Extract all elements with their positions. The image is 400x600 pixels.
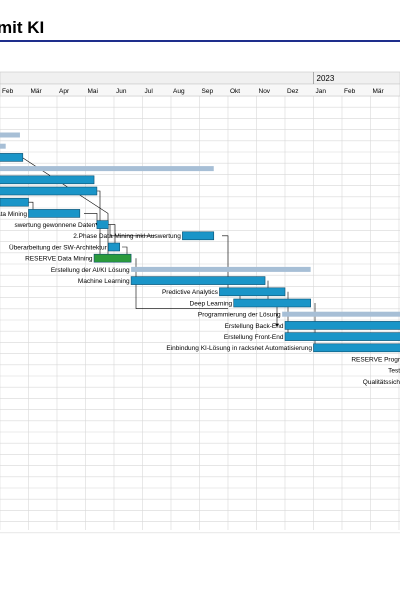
gantt-bar — [0, 143, 6, 149]
gantt-bar — [0, 153, 24, 162]
dependency-arrow — [109, 224, 155, 237]
task-label: 2.Phase Data Mining inkl Auswertung — [73, 233, 181, 240]
month-label: Feb — [2, 88, 14, 95]
task-label: Programmierung der Lösung — [198, 312, 281, 319]
month-label: Mai — [88, 88, 98, 95]
task-label: Test — [388, 368, 400, 375]
dependency-arrow — [222, 235, 230, 294]
title-divider — [0, 40, 400, 42]
month-label: Jan — [316, 88, 327, 95]
task-label: Deep Learning — [190, 300, 233, 307]
month-label: Okt — [230, 88, 240, 95]
task-label: Erstellung Back-End — [225, 323, 284, 330]
task-bar — [28, 209, 81, 218]
dependency-arrow — [135, 280, 228, 309]
task-label: Predictive Analytics — [162, 289, 219, 296]
month-label: Jul — [145, 88, 154, 95]
task-label: Data Mining — [0, 211, 27, 218]
month-label: Jun — [116, 88, 127, 95]
task-bar — [182, 231, 215, 241]
month-label: Sep — [202, 88, 214, 95]
task-bar — [108, 242, 121, 252]
page-title: mit KI — [0, 18, 45, 37]
month-label: Aug — [173, 88, 185, 95]
month-label: Mär — [31, 88, 43, 95]
task-label: Qualitätssich — [363, 379, 400, 386]
task-bar — [96, 220, 109, 229]
task-bar — [219, 287, 286, 297]
timeline-header: 2023 Feb Mär Apr Mai Jun Jul Aug Sep Okt Nov Dez Jan… — [0, 71, 400, 97]
month-label: Mär — [373, 88, 385, 95]
gantt-bar — [0, 166, 214, 172]
dependency-arrow — [108, 224, 117, 249]
summary-bar — [131, 266, 311, 272]
task-label: Erstellung Front-End — [224, 334, 284, 341]
reserve-bar — [93, 253, 132, 263]
month-label: Apr — [59, 88, 70, 95]
task-bar — [130, 276, 266, 285]
task-label: Einbindung KI-Lösung in racksnet Automat… — [166, 345, 312, 352]
month-label: Dez — [287, 88, 299, 95]
task-bar — [233, 298, 311, 308]
task-label: RESERVE Progr — [351, 356, 400, 363]
task-label: Erstellung der AI/KI Lösung — [51, 267, 130, 274]
task-label: Machine Learning — [78, 278, 130, 285]
summary-bar — [282, 311, 400, 317]
gantt-bar — [0, 132, 20, 138]
gantt-bar — [0, 175, 95, 185]
task-bar — [284, 332, 400, 341]
year-label: 2023 — [317, 74, 335, 83]
month-label: Nov — [259, 88, 271, 95]
task-bars — [0, 132, 400, 353]
task-bar — [0, 197, 29, 207]
gantt-grid — [0, 84, 400, 534]
task-bar — [313, 343, 400, 353]
task-label: swertung gewonnene Daten — [14, 222, 95, 229]
month-row — [0, 83, 400, 97]
month-label: Feb — [344, 88, 356, 95]
task-label: RESERVE Data Mining — [25, 256, 93, 263]
dependency-arrow — [96, 190, 102, 261]
task-bar — [284, 321, 400, 330]
task-label: Überarbeitung der SW-Architektur — [9, 243, 108, 251]
gantt-bar — [0, 186, 98, 196]
year-row — [0, 71, 400, 85]
